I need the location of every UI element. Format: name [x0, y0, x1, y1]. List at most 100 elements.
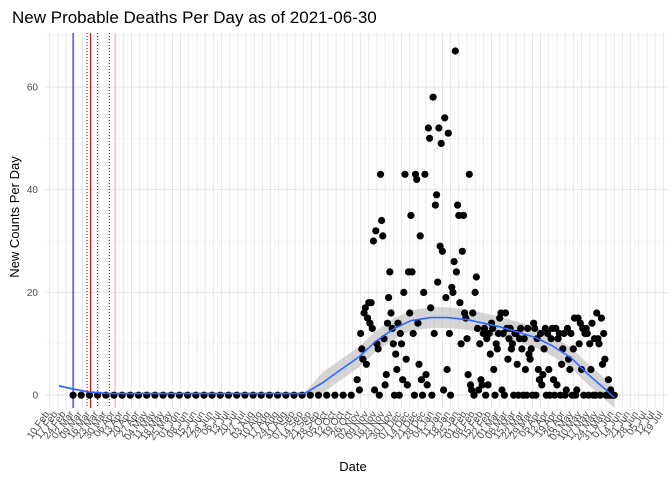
- data-point: [472, 273, 480, 281]
- data-point: [457, 340, 465, 348]
- data-point: [353, 376, 361, 384]
- data-point: [469, 309, 477, 317]
- data-point: [400, 288, 408, 296]
- data-point: [208, 391, 216, 399]
- data-point: [553, 381, 561, 389]
- data-point: [437, 139, 445, 147]
- data-point: [424, 124, 432, 132]
- data-point: [499, 329, 507, 338]
- data-point: [562, 386, 570, 394]
- y-tick-label: 60: [27, 82, 39, 93]
- data-point: [482, 391, 490, 399]
- data-point: [552, 324, 560, 332]
- data-point: [473, 324, 482, 332]
- data-point: [167, 391, 175, 399]
- data-point: [600, 329, 608, 338]
- data-point: [532, 391, 540, 399]
- data-point: [434, 278, 442, 286]
- data-point: [406, 309, 414, 317]
- data-point: [367, 299, 375, 307]
- data-point: [414, 319, 422, 327]
- data-point: [475, 386, 483, 394]
- data-point: [408, 268, 416, 276]
- data-point: [433, 191, 441, 199]
- data-point: [601, 355, 609, 363]
- data-point: [399, 376, 407, 384]
- data-point: [489, 324, 497, 332]
- data-point: [527, 345, 535, 353]
- chart-title: New Probable Deaths Per Day as of 2021-0…: [12, 8, 377, 27]
- data-point: [491, 391, 499, 399]
- data-point: [224, 391, 233, 399]
- data-point: [415, 360, 423, 368]
- data-point: [443, 365, 451, 374]
- data-point: [382, 371, 390, 379]
- data-point: [577, 365, 586, 374]
- data-point: [463, 335, 471, 343]
- data-point: [569, 345, 577, 353]
- data-point: [476, 340, 484, 348]
- data-point: [508, 340, 517, 348]
- data-point: [362, 360, 370, 368]
- data-point: [504, 355, 512, 363]
- data-point: [423, 381, 431, 389]
- data-point: [85, 391, 93, 399]
- data-point: [192, 391, 200, 399]
- data-point: [358, 345, 366, 353]
- data-point: [407, 211, 415, 219]
- data-point: [573, 386, 581, 394]
- data-point: [428, 391, 436, 399]
- data-point: [376, 170, 385, 178]
- data-points: [69, 47, 618, 399]
- data-point: [478, 381, 486, 389]
- data-point: [381, 381, 389, 389]
- data-point: [282, 391, 290, 399]
- data-point: [410, 391, 418, 399]
- data-point: [445, 329, 453, 338]
- data-point: [456, 299, 464, 307]
- data-point: [558, 360, 566, 368]
- data-point: [431, 201, 439, 209]
- data-point: [143, 391, 151, 399]
- data-point: [447, 391, 455, 399]
- data-point: [465, 170, 473, 178]
- data-point: [544, 329, 552, 338]
- data-point: [595, 340, 603, 348]
- data-point: [416, 232, 424, 240]
- data-point: [560, 329, 568, 338]
- data-point: [597, 314, 606, 322]
- data-point: [422, 371, 430, 379]
- data-point: [389, 340, 397, 348]
- data-point: [175, 391, 183, 399]
- data-point: [396, 329, 404, 338]
- data-point: [386, 268, 394, 276]
- reference-lines: [72, 33, 116, 408]
- data-point: [257, 391, 265, 399]
- y-axis-title: New Counts Per Day: [7, 156, 22, 278]
- data-point: [451, 47, 459, 55]
- data-point: [339, 391, 347, 399]
- data-point: [395, 391, 403, 399]
- data-point: [480, 324, 489, 332]
- data-point: [588, 319, 596, 327]
- data-point: [385, 294, 393, 302]
- data-point: [379, 232, 387, 240]
- data-point: [392, 350, 400, 358]
- data-point: [537, 329, 545, 338]
- data-point: [265, 391, 273, 399]
- data-point: [159, 391, 167, 399]
- data-point: [593, 309, 601, 317]
- data-point: [438, 247, 446, 255]
- data-point: [347, 391, 355, 399]
- y-tick-label: 0: [32, 391, 38, 402]
- data-point: [241, 391, 249, 399]
- data-point: [545, 365, 553, 374]
- data-point: [323, 391, 331, 399]
- data-point: [331, 391, 339, 399]
- data-point: [216, 391, 224, 399]
- data-point: [249, 391, 257, 399]
- data-point: [393, 365, 401, 374]
- data-point: [413, 175, 421, 183]
- data-point: [427, 304, 435, 312]
- data-point: [587, 365, 595, 374]
